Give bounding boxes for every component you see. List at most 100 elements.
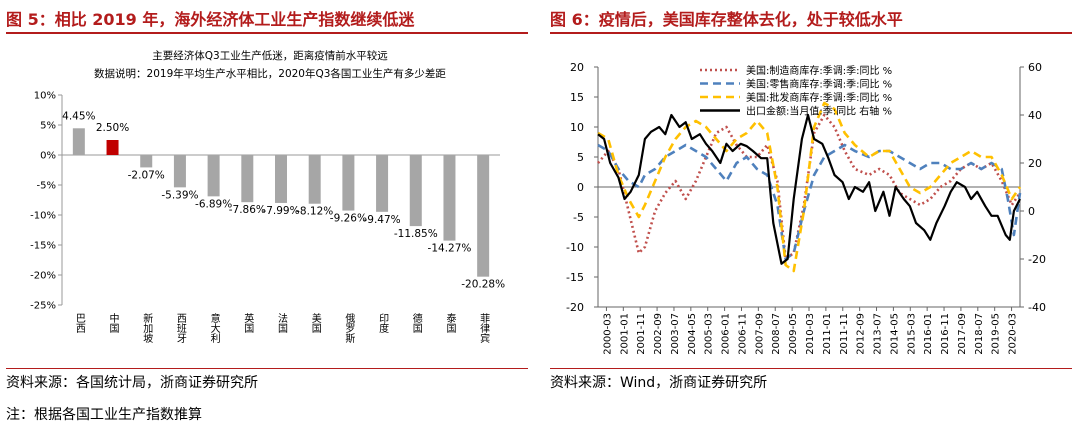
- bar-y-tick-label: -10%: [30, 211, 56, 222]
- line-x-tick-label: 2009-05: [788, 313, 799, 355]
- line-x-tick-label: 2019-05: [991, 313, 1002, 355]
- bar-category-label: 新加坡: [141, 312, 153, 344]
- bar-category-label: 美国: [309, 312, 321, 334]
- series-line-1: [597, 143, 1022, 261]
- bar: [376, 155, 389, 212]
- bar: [173, 155, 186, 188]
- line-left-tick-label: -20: [566, 301, 584, 314]
- bar-category-label: 俄罗斯: [343, 313, 355, 344]
- line-x-tick-label: 2011-11: [839, 313, 850, 355]
- legend-label: 美国:批发商库存:季调:季:同比 %: [746, 91, 892, 104]
- line-x-tick-label: 2013-07: [873, 313, 884, 355]
- bar-category-label: 中国: [107, 312, 119, 334]
- series-line-0: [597, 113, 1022, 261]
- bar: [342, 155, 355, 211]
- bar-category-label: 意大利: [208, 312, 220, 343]
- line-x-tick-label: 2001-01: [619, 313, 630, 355]
- bar-y-tick-label: 0%: [40, 151, 56, 162]
- line-x-tick-label: 2018-07: [974, 313, 985, 355]
- line-left-tick-label: -15: [566, 271, 584, 284]
- bar-value-label: -6.89%: [195, 198, 232, 210]
- line-x-tick-label: 2004-05: [687, 313, 698, 355]
- line-x-tick-label: 2020-03: [1008, 313, 1019, 355]
- bar-value-label: -11.85%: [394, 228, 438, 240]
- line-right-tick-label: 0: [1028, 205, 1035, 218]
- line-x-tick-label: 2016-01: [923, 313, 934, 355]
- bar: [207, 155, 220, 197]
- line-x-tick-label: 2001-11: [636, 313, 647, 355]
- line-x-tick-label: 2015-03: [906, 313, 917, 355]
- legend-label: 美国:制造商库存:季调:季:同比 %: [746, 64, 892, 77]
- line-left-tick-label: 10: [570, 121, 584, 134]
- bar-category-label: 德国: [410, 312, 422, 334]
- bar: [72, 128, 85, 155]
- bar-value-label: -8.12%: [296, 206, 333, 218]
- line-left-tick-label: 15: [570, 91, 584, 104]
- line-right-tick-label: -40: [1028, 301, 1046, 314]
- line-x-tick-label: 2005-03: [704, 313, 715, 355]
- left-title-rule: [6, 32, 528, 34]
- bar: [477, 155, 490, 277]
- line-x-tick-label: 2000-03: [602, 313, 613, 355]
- line-left-tick-label: -10: [566, 241, 584, 254]
- bar-value-label: -2.07%: [128, 169, 165, 181]
- left-bottom-rule: [6, 368, 528, 369]
- line-x-tick-label: 2007-09: [754, 313, 765, 355]
- bar-category-label: 巴西: [73, 313, 85, 333]
- bar-chart-title: 主要经济体Q3工业生产低迷，距离疫情前水平较远: [152, 49, 388, 62]
- bar-chart: 主要经济体Q3工业生产低迷，距离疫情前水平较远 数据说明：2019年平均生产水平…: [30, 49, 505, 344]
- line-left-tick-label: 0: [577, 181, 584, 194]
- bar-category-label: 法国: [276, 312, 288, 334]
- legend-label: 出口金额:当月值:季:同比 右轴 %: [746, 105, 892, 118]
- line-x-tick-label: 2008-07: [771, 313, 782, 355]
- bar-category-label: 菲律宾: [478, 313, 490, 344]
- right-figure-title: 图 6：疫情后，美国库存整体去化，处于较低水平: [550, 10, 903, 29]
- bar-y-tick-label: -20%: [30, 271, 56, 282]
- line-x-tick-label: 2002-09: [653, 313, 664, 355]
- line-left-tick-label: 5: [577, 151, 584, 164]
- line-right-tick-label: 40: [1028, 109, 1042, 122]
- bar: [140, 155, 153, 168]
- line-x-tick-label: 2011-01: [822, 313, 833, 355]
- bar: [443, 155, 456, 241]
- line-right-tick-label: -20: [1028, 253, 1046, 266]
- bar-category-label: 印度: [377, 313, 389, 334]
- left-footnote: 注：根据各国工业生产指数推算: [6, 407, 202, 423]
- series-line-2: [597, 101, 1022, 273]
- line-x-tick-label: 2006-11: [737, 313, 748, 355]
- line-x-tick-label: 2017-09: [957, 313, 968, 355]
- line-left-tick-label: -5: [573, 211, 584, 224]
- line-x-tick-label: 2014-05: [889, 313, 900, 355]
- bar-value-label: 2.50%: [96, 122, 129, 134]
- right-title-rule: [550, 32, 1072, 34]
- bar-chart-subtitle: 数据说明：2019年平均生产水平相比，2020年Q3各国工业生产有多少差距: [94, 67, 446, 80]
- line-x-tick-label: 2010-03: [805, 313, 816, 355]
- series-line-3: [597, 113, 1021, 265]
- bar: [241, 155, 254, 203]
- bar-category-label: 泰国: [444, 312, 456, 334]
- bar-value-label: -14.27%: [428, 243, 472, 255]
- bar-y-tick-label: -25%: [30, 301, 56, 312]
- line-chart: 20 15 10 5 0 -5 -10 -15 -20 60 40 20 0 -20 -40 2000-03 2…: [566, 61, 1046, 355]
- bar-value-label: -7.99%: [262, 205, 299, 217]
- bar-y-tick-label: -5%: [37, 181, 56, 192]
- line-x-tick-label: 2012-09: [856, 313, 867, 355]
- bar-category-label: 西班牙: [174, 313, 186, 344]
- line-right-tick-label: 20: [1028, 157, 1042, 170]
- bar-y-tick-label: -15%: [30, 241, 56, 252]
- bar-value-label: -20.28%: [461, 279, 505, 291]
- bar-value-label: -7.86%: [229, 204, 266, 216]
- line-x-tick-label: 2006-01: [721, 313, 732, 355]
- bar-value-label: -5.39%: [161, 189, 198, 201]
- right-bottom-rule: [550, 368, 1072, 369]
- line-x-tick-label: 2016-11: [940, 313, 951, 355]
- bar-value-label: 4.45%: [62, 110, 95, 122]
- line-right-tick-label: 60: [1028, 61, 1042, 74]
- bar: [308, 155, 321, 204]
- bar-y-tick-label: 10%: [34, 91, 56, 102]
- legend-label: 美国:零售商库存:季调:季:同比 %: [746, 78, 892, 91]
- bar: [106, 140, 119, 155]
- bar: [275, 155, 287, 203]
- bar: [409, 155, 422, 227]
